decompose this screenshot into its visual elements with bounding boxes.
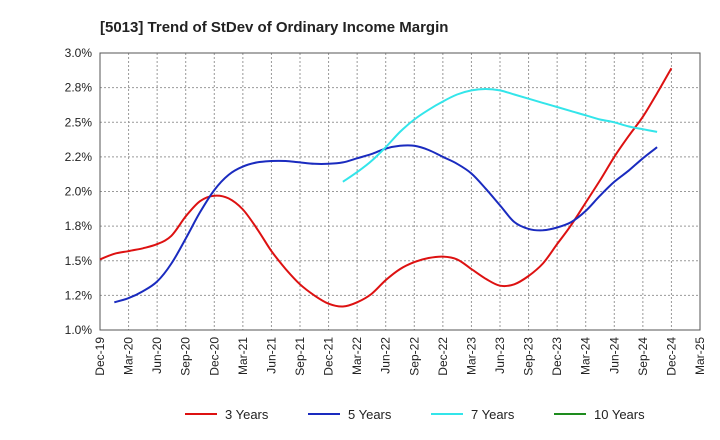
x-tick-label: Jun-22 bbox=[379, 337, 393, 374]
y-tick-label: 2.2% bbox=[65, 150, 93, 164]
plot-area bbox=[99, 52, 701, 331]
x-tick-label: Sep-23 bbox=[522, 337, 536, 376]
chart-title: [5013] Trend of StDev of Ordinary Income… bbox=[100, 19, 448, 36]
y-tick-label: 2.5% bbox=[65, 115, 93, 129]
x-tick-label: Sep-20 bbox=[179, 337, 193, 376]
series-lines bbox=[99, 67, 673, 308]
x-axis: Dec-19 Mar-20 Jun-20 Sep-20 Dec-20 Mar-21 Jun-… bbox=[93, 337, 707, 376]
x-tick-label: Jun-23 bbox=[493, 337, 507, 374]
x-tick-label: Mar-23 bbox=[464, 337, 478, 375]
y-tick-label: 1.0% bbox=[65, 323, 93, 337]
x-tick-label: Mar-21 bbox=[236, 337, 250, 375]
x-tick-label: Jun-20 bbox=[150, 337, 164, 374]
x-tick-label: Dec-24 bbox=[664, 337, 678, 376]
y-tick-label: 2.8% bbox=[65, 81, 93, 95]
plot-border bbox=[99, 52, 701, 331]
x-tick-label: Dec-23 bbox=[550, 337, 564, 376]
legend-label-1: 3 Years bbox=[225, 407, 269, 422]
legend-label-4: 10 Years bbox=[594, 407, 645, 422]
legend-label-3: 7 Years bbox=[471, 407, 515, 422]
x-tick-label: Sep-24 bbox=[636, 337, 650, 376]
x-tick-label: Mar-24 bbox=[579, 337, 593, 375]
y-tick-label: 1.2% bbox=[65, 288, 93, 302]
x-tick-label: Mar-25 bbox=[693, 337, 707, 375]
y-tick-label: 1.5% bbox=[65, 254, 93, 268]
series-line-3 bbox=[342, 88, 658, 183]
legend-label-2: 5 Years bbox=[348, 407, 392, 422]
x-tick-label: Jun-21 bbox=[264, 337, 278, 374]
x-tick-label: Dec-21 bbox=[322, 337, 336, 376]
y-tick-label: 1.8% bbox=[65, 219, 93, 233]
y-tick-label: 2.0% bbox=[65, 185, 93, 199]
x-tick-label: Dec-20 bbox=[207, 337, 221, 376]
y-tick-label: 3.0% bbox=[65, 46, 93, 60]
x-tick-label: Sep-21 bbox=[293, 337, 307, 376]
x-tick-label: Mar-20 bbox=[122, 337, 136, 375]
x-tick-label: Sep-22 bbox=[407, 337, 421, 376]
x-tick-label: Mar-22 bbox=[350, 337, 364, 375]
x-tick-label: Dec-19 bbox=[93, 337, 107, 376]
x-tick-label: Jun-24 bbox=[607, 337, 621, 374]
legend: 3 Years 5 Years 7 Years 10 Years bbox=[185, 407, 645, 422]
x-tick-label: Dec-22 bbox=[436, 337, 450, 376]
y-axis: 1.0% 1.2% 1.5% 1.8% 2.0% 2.2% 2.5% 2.8% 3.0% bbox=[65, 46, 93, 337]
